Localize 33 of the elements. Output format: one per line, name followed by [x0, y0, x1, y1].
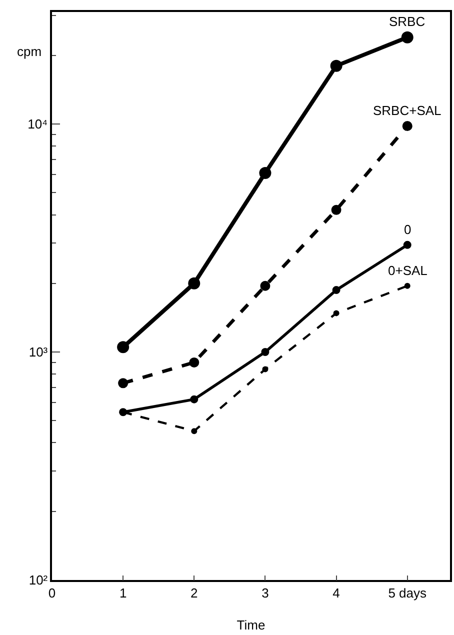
- point: [330, 60, 342, 72]
- point: [403, 240, 412, 249]
- point: [191, 428, 198, 434]
- y-tick-label: 10³: [28, 344, 48, 360]
- x-axis-title: Time: [236, 618, 266, 632]
- point: [188, 277, 200, 290]
- x-tick-label: 5 days: [388, 585, 428, 600]
- point: [118, 378, 128, 388]
- x-tick-label: 2: [190, 585, 198, 600]
- series-label: 0: [404, 222, 412, 237]
- x-tick-label: 4: [332, 585, 340, 600]
- point: [333, 310, 340, 316]
- series-label: 0+SAL: [388, 263, 428, 278]
- series-label: SRBC+SAL: [373, 103, 442, 118]
- y-tick-label: 10⁴: [28, 116, 48, 132]
- series-label: SRBC: [389, 14, 426, 29]
- point: [190, 395, 198, 404]
- point: [404, 282, 410, 289]
- point: [117, 341, 130, 354]
- point: [262, 366, 268, 372]
- point: [259, 166, 272, 179]
- point: [402, 121, 412, 132]
- y-axis-title: cpm: [17, 44, 42, 59]
- point: [260, 280, 270, 291]
- y-tick-label: 10²: [28, 572, 48, 588]
- point: [331, 204, 342, 215]
- x-tick-label: 0: [48, 585, 56, 600]
- x-tick-label: 1: [119, 585, 127, 600]
- point: [401, 31, 414, 44]
- point: [261, 348, 270, 356]
- x-tick-label: 3: [262, 585, 269, 600]
- point: [332, 286, 340, 294]
- point: [189, 357, 200, 368]
